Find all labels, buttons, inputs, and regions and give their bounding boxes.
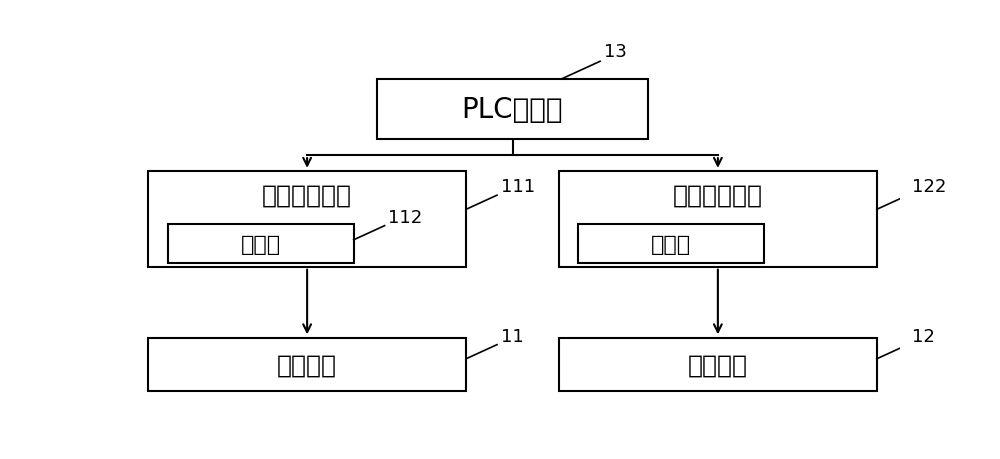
Text: PLC控制器: PLC控制器 xyxy=(462,96,563,124)
Text: 第一供给管路: 第一供给管路 xyxy=(262,184,352,207)
Text: 11: 11 xyxy=(501,327,524,345)
Text: 清洗嘴头: 清洗嘴头 xyxy=(277,353,337,376)
Text: 112: 112 xyxy=(388,208,423,226)
FancyBboxPatch shape xyxy=(377,80,648,140)
Text: 122: 122 xyxy=(912,178,946,196)
Text: 13: 13 xyxy=(604,42,627,61)
FancyBboxPatch shape xyxy=(578,225,764,263)
FancyBboxPatch shape xyxy=(168,225,354,263)
FancyBboxPatch shape xyxy=(148,338,466,391)
FancyBboxPatch shape xyxy=(559,172,877,267)
Text: 真空吸嘴: 真空吸嘴 xyxy=(688,353,748,376)
Text: 第二供给管路: 第二供给管路 xyxy=(673,184,763,207)
Text: 电磁阀: 电磁阀 xyxy=(651,234,691,254)
Text: 12: 12 xyxy=(912,327,934,345)
Text: 111: 111 xyxy=(501,178,535,196)
FancyBboxPatch shape xyxy=(148,172,466,267)
Text: 电磁阀: 电磁阀 xyxy=(241,234,281,254)
FancyBboxPatch shape xyxy=(559,338,877,391)
